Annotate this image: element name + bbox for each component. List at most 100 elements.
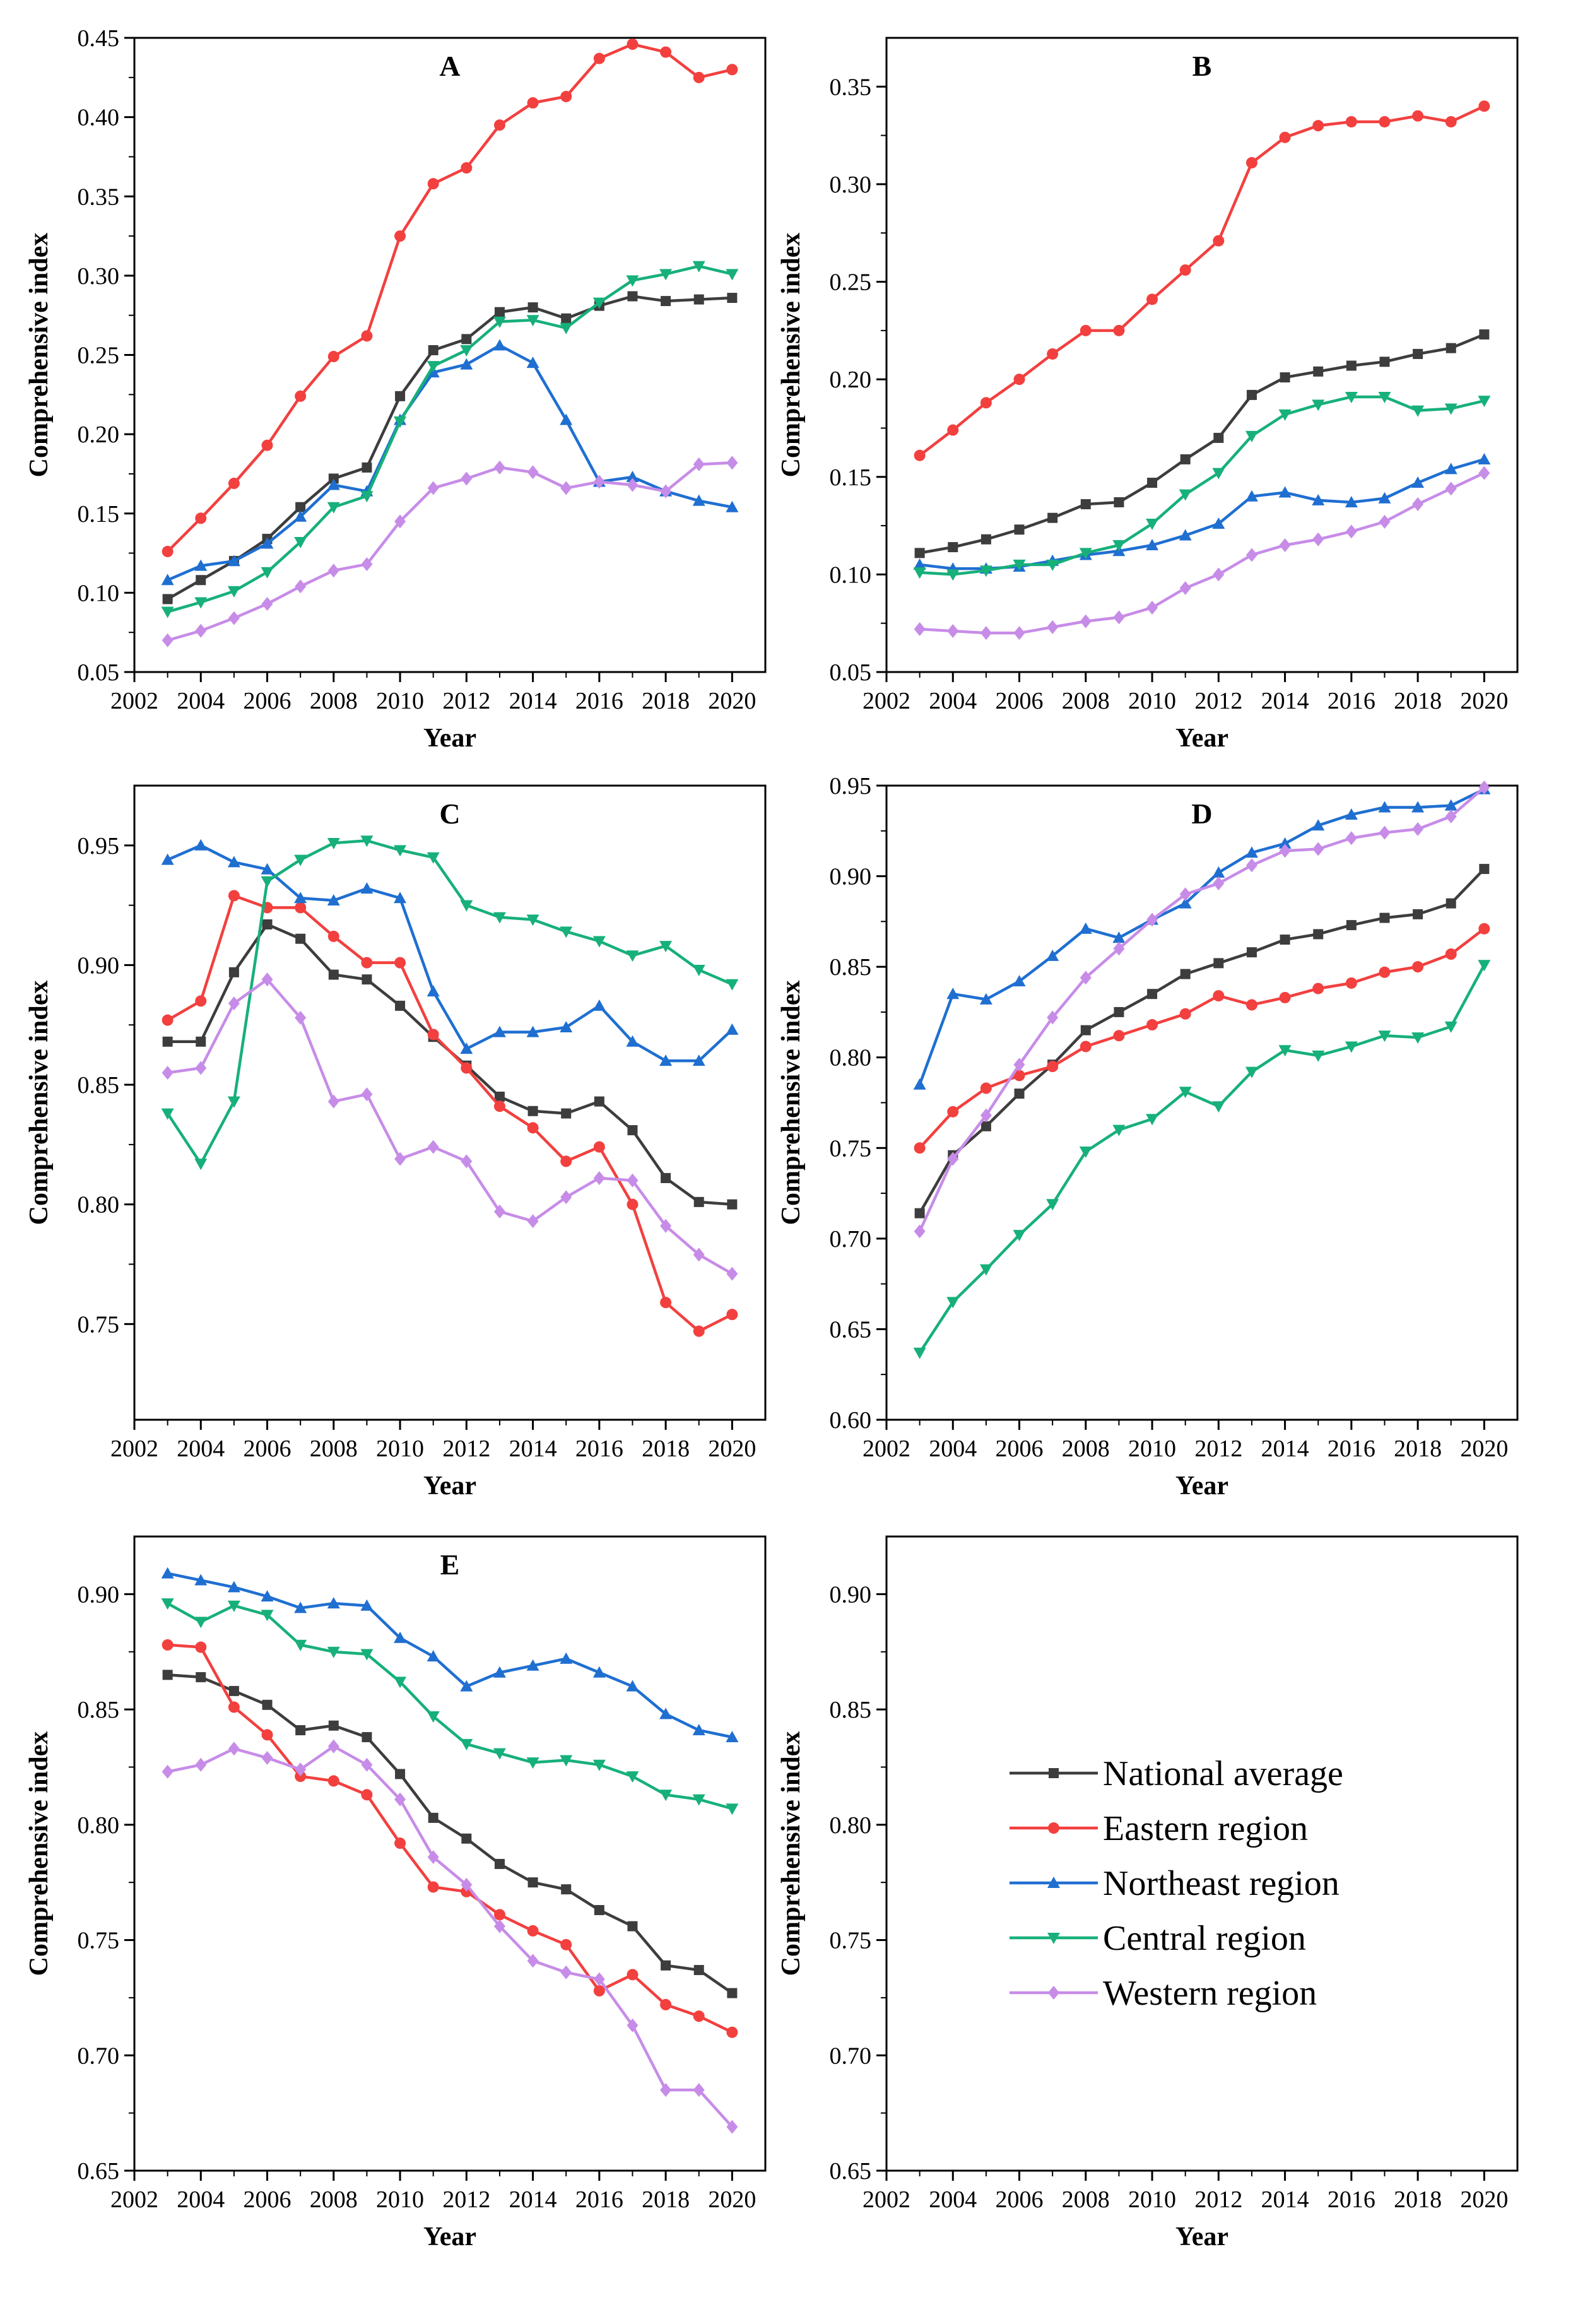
y-tick-label: 0.75 xyxy=(830,1928,872,1954)
y-tick-label: 0.10 xyxy=(830,562,872,588)
data-point xyxy=(659,1054,673,1066)
x-tick-label: 2004 xyxy=(929,1436,977,1462)
data-point xyxy=(395,1000,406,1011)
data-point xyxy=(327,1596,340,1608)
data-point xyxy=(461,1833,472,1844)
series-line xyxy=(167,1745,734,2128)
data-point xyxy=(362,462,372,473)
data-point xyxy=(1379,115,1391,127)
series-northeast-region xyxy=(161,839,739,1066)
x-tick-label: 2012 xyxy=(1194,1436,1242,1462)
x-tick-label: 2006 xyxy=(996,688,1044,714)
y-axis-title: Comprehensive index xyxy=(777,233,806,478)
y-tick-label: 0.80 xyxy=(830,1812,872,1839)
data-point xyxy=(980,534,991,545)
x-tick-label: 2014 xyxy=(1261,1436,1309,1462)
data-point xyxy=(1079,1147,1092,1159)
data-point xyxy=(1080,499,1091,510)
data-point xyxy=(947,1106,959,1118)
data-point xyxy=(295,902,307,914)
data-point xyxy=(362,1731,372,1742)
data-point xyxy=(294,536,307,548)
data-point xyxy=(461,1877,473,1892)
x-tick-label: 2016 xyxy=(1328,688,1375,714)
data-point xyxy=(227,856,240,868)
data-point xyxy=(394,1837,406,1849)
data-point xyxy=(1345,524,1357,539)
series-line xyxy=(167,461,733,642)
data-point xyxy=(196,1036,206,1047)
y-tick-label: 0.30 xyxy=(830,172,872,198)
data-point xyxy=(726,1730,739,1742)
data-point xyxy=(726,1803,739,1815)
x-tick-label: 2006 xyxy=(996,1436,1044,1462)
legend-marker xyxy=(1048,1986,1059,2000)
data-point xyxy=(980,626,992,640)
legend-marker xyxy=(1048,1822,1059,1834)
data-point xyxy=(228,1701,240,1713)
data-point xyxy=(1080,1025,1091,1035)
data-point xyxy=(261,537,274,549)
panel-letter: B xyxy=(1192,50,1212,82)
data-point xyxy=(1213,958,1224,969)
series-western-region xyxy=(162,972,738,1281)
data-point xyxy=(726,269,739,281)
data-point xyxy=(1345,831,1357,846)
data-point xyxy=(227,586,240,598)
data-point xyxy=(1312,120,1324,132)
data-point xyxy=(693,1196,704,1207)
panel-b: 2002 2004 2006 2008 2010 2012 2014 2016 2018 2020… xyxy=(777,37,1519,753)
data-point xyxy=(162,1764,174,1779)
x-tick-label: 2010 xyxy=(376,2186,424,2213)
series-line xyxy=(167,1572,733,1739)
data-point xyxy=(294,510,307,522)
data-point xyxy=(427,178,439,190)
plot-frame xyxy=(133,1535,767,2172)
data-point xyxy=(1378,492,1391,504)
data-point xyxy=(526,914,539,926)
y-tick-label: 0.80 xyxy=(830,1045,872,1071)
data-point xyxy=(228,478,240,490)
data-point xyxy=(228,967,239,977)
data-point xyxy=(493,1205,505,1219)
series-central-region xyxy=(161,1598,739,1815)
series-eastern-region xyxy=(914,923,1490,1154)
data-point xyxy=(526,1659,539,1671)
data-point xyxy=(1412,110,1424,122)
data-point xyxy=(1478,466,1490,480)
x-tick-label: 2012 xyxy=(1194,2186,1242,2213)
series-western-region xyxy=(162,1739,738,2134)
data-point xyxy=(493,1100,505,1112)
series-line xyxy=(167,344,733,582)
y-tick-label: 0.75 xyxy=(830,1135,872,1162)
x-tick-label: 2018 xyxy=(642,1436,690,1462)
y-tick-label: 0.10 xyxy=(78,580,120,606)
data-point xyxy=(494,307,505,317)
data-point xyxy=(261,1610,274,1622)
legend: National average Eastern region Northeast… xyxy=(1010,1754,1343,2013)
data-point xyxy=(1445,115,1457,127)
data-point xyxy=(659,1708,673,1719)
data-point xyxy=(726,456,738,470)
data-point xyxy=(327,1739,339,1754)
y-tick-label: 0.70 xyxy=(830,1226,872,1253)
data-point xyxy=(1446,898,1456,909)
data-point xyxy=(560,926,573,938)
data-point xyxy=(1312,1050,1325,1062)
data-point xyxy=(560,413,573,425)
x-tick-label: 2018 xyxy=(642,688,690,714)
data-point xyxy=(460,358,473,370)
y-tick-label: 0.85 xyxy=(78,1072,120,1099)
data-point xyxy=(726,1266,738,1281)
data-point xyxy=(362,974,372,985)
data-point xyxy=(1279,991,1291,1003)
data-point xyxy=(561,313,572,324)
data-point xyxy=(261,1729,273,1741)
panel-letter: D xyxy=(1191,798,1212,830)
data-point xyxy=(328,969,339,980)
data-point xyxy=(1046,559,1059,571)
series-line xyxy=(167,1643,733,2034)
data-point xyxy=(947,624,959,639)
data-point xyxy=(626,1035,639,1047)
series-line xyxy=(167,977,733,1275)
